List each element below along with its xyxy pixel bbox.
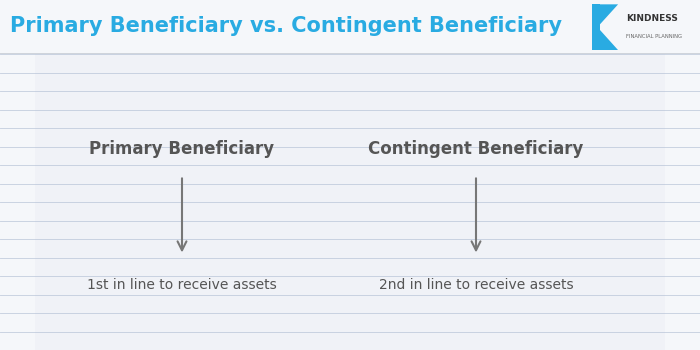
Bar xyxy=(592,4,600,50)
Text: Primary Beneficiary: Primary Beneficiary xyxy=(90,140,274,158)
Text: 1st in line to receive assets: 1st in line to receive assets xyxy=(87,278,277,292)
Polygon shape xyxy=(600,30,618,50)
Text: Contingent Beneficiary: Contingent Beneficiary xyxy=(368,140,584,158)
Text: FINANCIAL PLANNING: FINANCIAL PLANNING xyxy=(626,34,682,40)
Text: 2nd in line to receive assets: 2nd in line to receive assets xyxy=(379,278,573,292)
Polygon shape xyxy=(600,4,618,25)
Text: KINDNESS: KINDNESS xyxy=(626,14,678,23)
Text: Primary Beneficiary vs. Contingent Beneficiary: Primary Beneficiary vs. Contingent Benef… xyxy=(10,16,563,36)
